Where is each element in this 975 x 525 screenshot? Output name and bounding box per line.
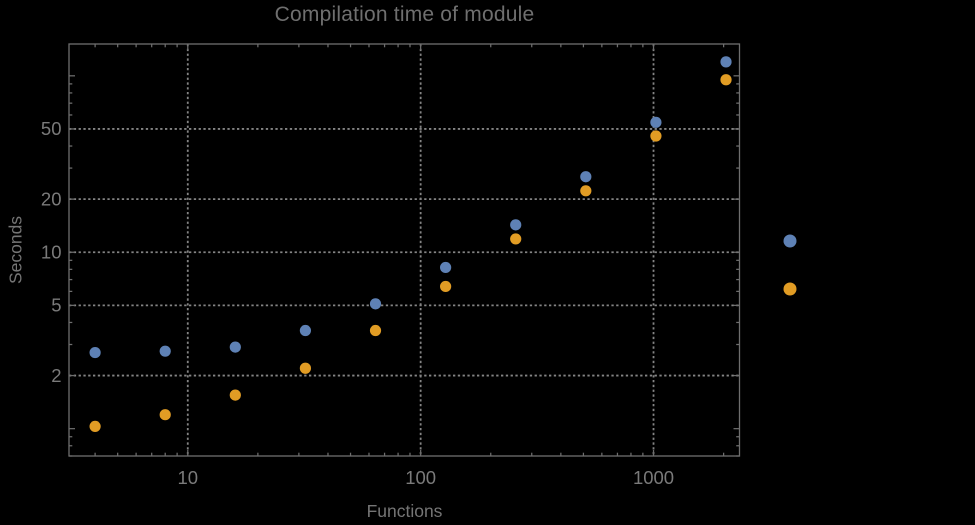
series-1-blue-points xyxy=(89,56,732,359)
y-tick-label: 2 xyxy=(51,365,61,386)
y-tick-label: 5 xyxy=(51,295,61,316)
data-point xyxy=(159,345,171,357)
y-tick-labels: 2 5 10 20 50 xyxy=(41,118,62,386)
data-point xyxy=(369,324,382,337)
data-point xyxy=(720,56,732,68)
data-point xyxy=(510,233,522,245)
gridlines xyxy=(69,44,740,456)
series-2-orange-points xyxy=(89,74,732,433)
data-point xyxy=(580,171,592,183)
data-point xyxy=(440,261,452,274)
x-axis-label: Functions xyxy=(366,501,443,521)
x-tick-label: 100 xyxy=(405,467,436,488)
data-point xyxy=(440,280,452,293)
data-point xyxy=(580,185,592,197)
data-point xyxy=(650,130,662,142)
axis-ticks xyxy=(69,44,740,457)
legend-markers xyxy=(783,234,797,296)
x-tick-label: 1000 xyxy=(633,467,674,488)
data-point xyxy=(510,219,522,231)
data-point xyxy=(89,346,101,359)
data-point xyxy=(369,298,382,310)
data-point xyxy=(650,116,662,128)
data-point xyxy=(299,362,312,374)
legend-marker-series-2-orange xyxy=(783,282,797,296)
y-tick-label: 50 xyxy=(41,118,62,139)
x-tick-label: 10 xyxy=(177,467,198,488)
y-tick-label: 20 xyxy=(41,188,62,209)
plot-frame xyxy=(68,43,741,457)
y-tick-label: 10 xyxy=(41,242,62,263)
x-tick-labels: 10 100 1000 xyxy=(177,467,674,488)
data-point xyxy=(720,74,732,86)
legend-marker-series-1-blue xyxy=(783,234,797,248)
chart-title: Compilation time of module xyxy=(274,3,535,26)
data-point xyxy=(229,389,241,401)
data-point xyxy=(89,420,101,433)
data-point xyxy=(229,341,241,353)
data-point xyxy=(299,324,312,337)
data-point xyxy=(159,409,171,421)
